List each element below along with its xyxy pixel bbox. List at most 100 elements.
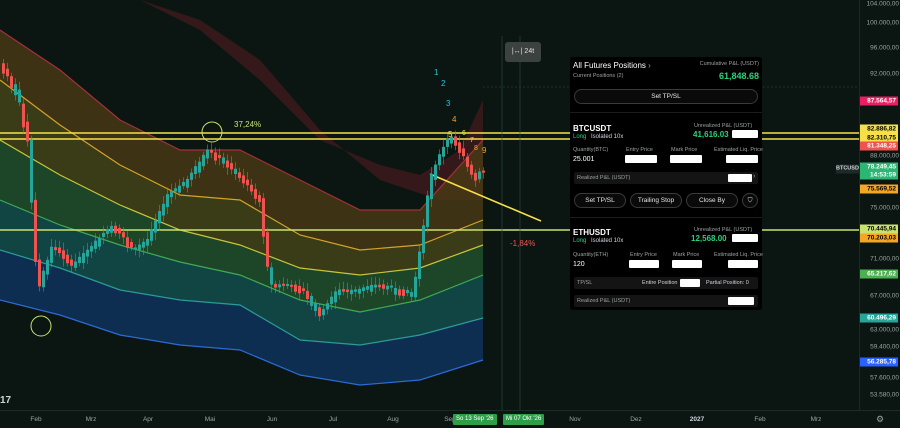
eth-tpsl-row[interactable]: TP/SL Entire Position Partial Position: … — [574, 277, 758, 289]
candle — [190, 172, 193, 180]
candle — [358, 288, 361, 294]
candle — [18, 89, 21, 103]
candle — [398, 289, 401, 296]
eth-tpsl-label: TP/SL — [577, 280, 593, 286]
price-badge: 70.445,94 — [860, 224, 898, 234]
candle — [478, 171, 481, 180]
time-axis[interactable]: Feb Mrz Apr Mai Jun Jul Aug Sep Nov Dez … — [0, 410, 900, 428]
candle — [482, 170, 485, 173]
candle — [234, 168, 237, 174]
price-scale[interactable]: 104.000,00 100.000,00 96.000,00 92.000,0… — [859, 0, 900, 410]
eth-liq-label: Estimated Liq. Price — [714, 252, 763, 258]
time-tick: Apr — [142, 416, 154, 423]
wave-label-5: 5 — [448, 130, 453, 139]
range-start-badge: So 13 Sep '26 — [453, 414, 497, 425]
eth-realized-row[interactable]: Realized P&L (USDT) — [574, 295, 758, 307]
btc-set-tpsl-button[interactable]: Set TP/SL — [574, 193, 626, 208]
candle — [74, 261, 77, 268]
candle — [306, 290, 309, 299]
candle — [406, 290, 409, 294]
wave-label-4: 4 — [452, 115, 457, 124]
price-tick: 88.000,00 — [870, 152, 899, 160]
eth-symbol[interactable]: ETHUSDT — [573, 228, 611, 237]
panel-title[interactable]: All Futures Positions › — [573, 61, 651, 70]
eth-unrealized-value: 12,568.00 — [691, 234, 727, 243]
candle — [354, 289, 357, 292]
candle — [242, 175, 245, 184]
btc-unrealized-label: Unrealized P&L (USDT) — [694, 123, 753, 129]
btc-realized-label: Realized P&L (USDT) — [577, 175, 631, 181]
candle — [302, 288, 305, 291]
candle — [202, 154, 205, 167]
trend-line[interactable] — [429, 173, 542, 222]
btc-trailing-stop-button[interactable]: Trailing Stop — [630, 193, 682, 208]
candle — [34, 199, 37, 262]
measure-tool-button[interactable]: |↔| 24t — [505, 42, 541, 62]
candle — [470, 164, 473, 175]
candle — [254, 189, 257, 199]
shield-icon[interactable]: ⛉ — [742, 193, 758, 208]
candle — [314, 303, 317, 311]
candle — [50, 246, 53, 263]
price-tick: 71.000,00 — [870, 255, 899, 263]
candle — [394, 288, 397, 295]
candle — [66, 254, 69, 264]
candle — [58, 247, 61, 254]
btc-symbol[interactable]: BTCUSDT — [573, 124, 612, 133]
band-orange — [0, 30, 483, 250]
wave-label-6: 6 — [462, 130, 466, 137]
tradingview-logo: 17 — [0, 395, 12, 406]
redacted-box — [732, 234, 758, 242]
candle — [422, 225, 425, 254]
redacted-box — [728, 174, 752, 182]
candle — [226, 160, 229, 168]
candle — [274, 283, 277, 288]
candle — [142, 241, 145, 248]
candle — [30, 139, 33, 203]
candle — [386, 285, 389, 290]
chevron-right-icon: › — [753, 173, 756, 180]
candle — [94, 240, 97, 249]
candle — [322, 309, 325, 316]
candle — [102, 232, 105, 238]
price-badge: 81.348,25 — [860, 141, 898, 151]
price-badge: 82.886,82 — [860, 124, 898, 134]
candle — [342, 289, 345, 292]
candle — [54, 247, 57, 251]
candle — [474, 172, 477, 181]
candle — [414, 276, 417, 298]
candle — [458, 142, 461, 153]
candle — [262, 198, 265, 237]
price-badge: 70.203,03 — [860, 233, 898, 243]
candle — [210, 149, 213, 153]
time-tick: Feb — [754, 416, 766, 423]
price-badge: 56.285,78 — [860, 357, 898, 367]
set-tpsl-all-button[interactable]: Set TP/SL — [574, 89, 758, 104]
wave-label-7: 7 — [470, 137, 474, 144]
candle — [326, 303, 329, 310]
btc-close-by-button[interactable]: Close By — [686, 193, 738, 208]
btc-quantity-value: 25.001 — [573, 156, 595, 163]
candle — [466, 156, 469, 167]
candle — [418, 251, 421, 279]
candle — [350, 289, 353, 295]
wave-label-8: 8 — [474, 145, 478, 152]
settings-icon[interactable]: ⚙ — [876, 414, 885, 424]
candle — [170, 191, 173, 198]
candle — [130, 241, 133, 248]
btc-realized-row[interactable]: Realized P&L (USDT) › — [574, 172, 758, 184]
candle — [62, 250, 65, 259]
candle — [150, 229, 153, 241]
wave-label-3: 3 — [446, 99, 451, 108]
price-tick: 92.000,00 — [870, 70, 899, 78]
range-icon: |↔| — [511, 48, 523, 55]
price-tick: 96.000,00 — [870, 44, 899, 52]
pct-gain-label: 37,24% — [234, 120, 262, 129]
redacted-box — [726, 155, 758, 163]
candle — [206, 149, 209, 159]
candle — [310, 295, 313, 306]
time-tick: Aug — [387, 416, 399, 423]
candle — [446, 138, 449, 147]
candle — [266, 232, 269, 267]
channel-bands — [0, 0, 483, 385]
